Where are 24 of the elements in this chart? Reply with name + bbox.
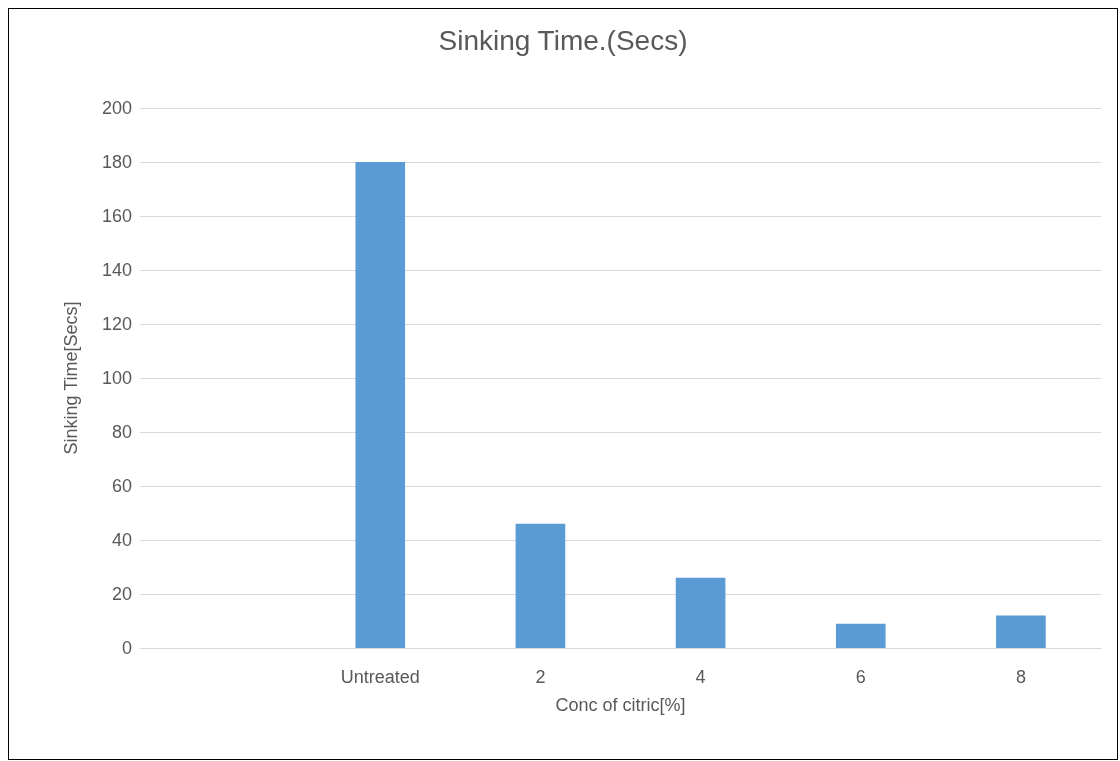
bar [515, 523, 566, 648]
y-tick-label: 20 [111, 584, 132, 604]
x-tick-label: 6 [855, 667, 866, 687]
bar [835, 623, 886, 648]
y-tick-label: 160 [101, 206, 132, 226]
x-tick-label: 4 [695, 667, 706, 687]
y-tick-label: 80 [111, 422, 132, 442]
bar [355, 162, 406, 648]
y-tick-label: 120 [101, 314, 132, 334]
y-axis-title: Sinking Time[Secs] [61, 301, 81, 455]
y-tick-label: 200 [101, 98, 132, 118]
y-tick-label: 140 [101, 260, 132, 280]
y-tick-label: 40 [111, 530, 132, 550]
x-tick-label: 8 [1015, 667, 1026, 687]
y-tick-label: 180 [101, 152, 132, 172]
bar [996, 615, 1046, 648]
y-tick-label: 60 [111, 476, 132, 496]
x-tick-label: Untreated [340, 667, 420, 687]
x-axis-title: Conc of citric[%] [555, 695, 686, 715]
chart-title: Sinking Time.(Secs) [438, 24, 688, 56]
x-tick-label: 2 [535, 667, 546, 687]
y-tick-label: 0 [121, 638, 132, 658]
bar [675, 577, 726, 648]
y-tick-label: 100 [101, 368, 132, 388]
